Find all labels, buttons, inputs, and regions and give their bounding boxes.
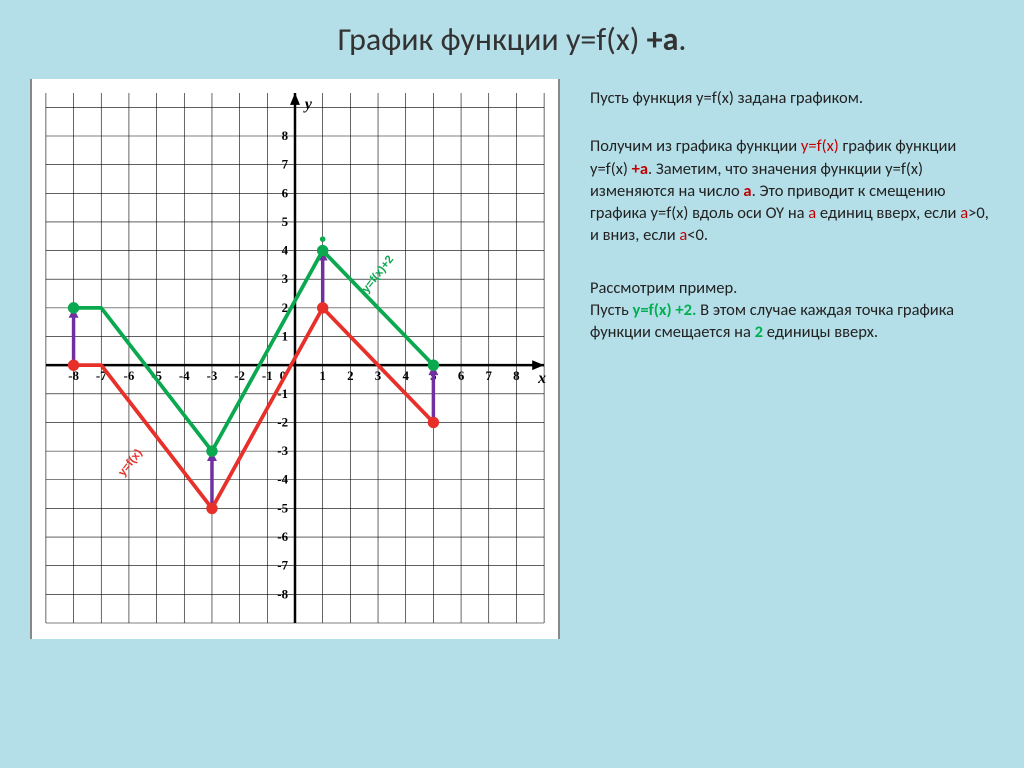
svg-text:y: y: [303, 96, 313, 113]
paragraph-3: Рассмотрим пример. Пусть y=f(x) +2. В эт…: [590, 277, 994, 344]
svg-text:1: 1: [282, 329, 288, 343]
svg-text:-8: -8: [277, 587, 288, 601]
slide: График функции y=f(x) +a. -8 -7 -6 -5 -4 -3 -2…: [0, 0, 1024, 768]
p2-g: a: [743, 181, 751, 201]
function-chart: -8-7-6-5-4-3-2-112345678-8-7-6-5-4-3-2-1…: [32, 79, 558, 639]
title-text: График функции y=f(x): [338, 20, 647, 59]
svg-text:-4: -4: [179, 369, 190, 383]
svg-text:y=f(x): y=f(x): [116, 447, 145, 479]
svg-text:-4: -4: [277, 473, 288, 487]
svg-text:8: 8: [513, 369, 520, 383]
svg-text:-6: -6: [124, 369, 135, 383]
p1-text: Пусть функция y=f(x) задана графиком.: [590, 88, 863, 108]
svg-text:3: 3: [282, 272, 288, 286]
svg-text:-6: -6: [277, 530, 288, 544]
p3-f: единицы вверх.: [763, 322, 878, 342]
svg-text:4: 4: [282, 244, 289, 258]
text-column: Пусть функция y=f(x) задана графиком. По…: [590, 79, 994, 639]
p3-c: y=f(x) +2.: [633, 300, 697, 320]
p2-i: a: [808, 203, 816, 223]
p2-n: <0.: [687, 225, 708, 245]
p2-k: a: [960, 203, 968, 223]
svg-text:6: 6: [282, 186, 289, 200]
svg-text:8: 8: [282, 129, 289, 143]
chart-container: -8-7-6-5-4-3-2-112345678-8-7-6-5-4-3-2-1…: [30, 79, 560, 639]
content-row: -8-7-6-5-4-3-2-112345678-8-7-6-5-4-3-2-1…: [30, 79, 994, 639]
p3-e: 2: [755, 322, 763, 342]
svg-text:1: 1: [319, 369, 325, 383]
svg-text:5: 5: [282, 215, 288, 229]
svg-text:3: 3: [375, 369, 381, 383]
svg-text:-8: -8: [68, 369, 79, 383]
svg-text:7: 7: [486, 369, 493, 383]
p3-a: Рассмотрим пример.: [590, 278, 737, 298]
svg-text:-2: -2: [277, 415, 288, 429]
svg-text:6: 6: [458, 369, 465, 383]
p2-j: единиц вверх, если: [816, 203, 960, 223]
slide-title: График функции y=f(x) +a.: [30, 20, 994, 59]
p2-d: +a: [632, 159, 648, 179]
p2-b: y=f(x): [801, 136, 839, 156]
svg-text:-2: -2: [234, 369, 245, 383]
svg-text:-7: -7: [277, 559, 288, 573]
svg-text:x: x: [537, 370, 546, 387]
p2-a: Получим из графика функции: [590, 136, 801, 156]
svg-text:2: 2: [347, 369, 353, 383]
svg-text:-3: -3: [207, 369, 218, 383]
svg-text:-3: -3: [277, 444, 288, 458]
title-period: .: [678, 20, 686, 59]
title-plus-a: +a: [647, 20, 679, 59]
svg-text:4: 4: [402, 369, 409, 383]
p2-e: .: [648, 159, 656, 179]
paragraph-2: Получим из графика функции y=f(x) график…: [590, 135, 994, 246]
svg-text:-1: -1: [262, 369, 273, 383]
svg-text:7: 7: [282, 158, 289, 172]
p3-b: Пусть: [590, 300, 633, 320]
paragraph-1: Пусть функция y=f(x) задана графиком.: [590, 87, 994, 109]
svg-text:-5: -5: [277, 501, 288, 515]
